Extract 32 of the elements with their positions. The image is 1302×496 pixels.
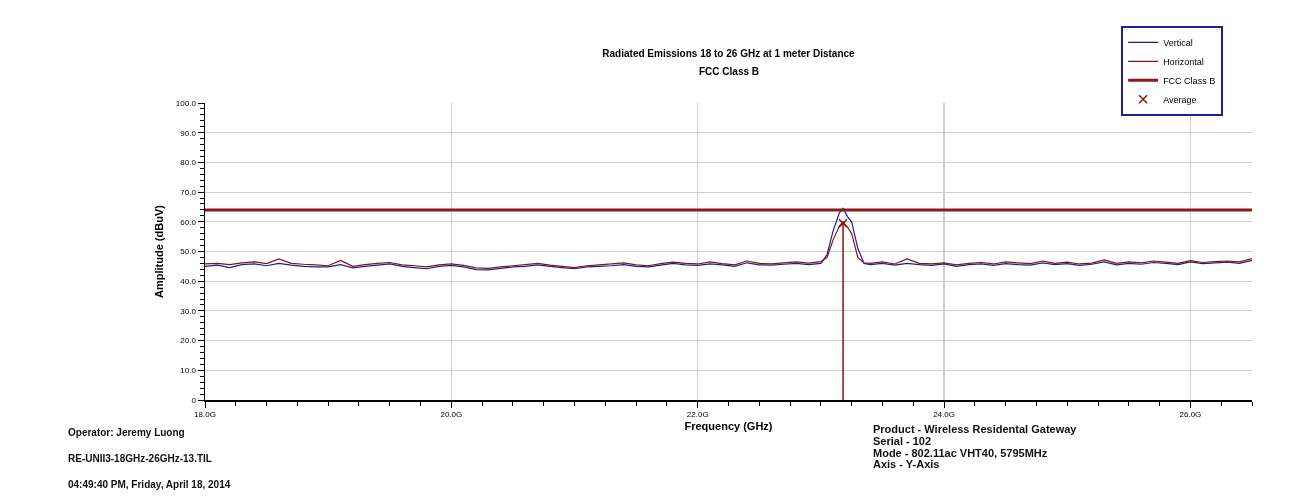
y-tick-label: 70.0 (180, 187, 197, 197)
text: Mode - 802.11ac VHT40, 5795MHz (873, 447, 1048, 459)
y-tick-label: 100.0 (175, 98, 197, 108)
line-series (205, 221, 1252, 270)
text: RE-UNII3-18GHz-26GHz-13.TIL (68, 453, 212, 464)
y-tick-label: 30.0 (180, 306, 197, 316)
chart-subtitle: FCC Class B (699, 66, 760, 77)
legend-label: FCC Class B (1163, 75, 1216, 86)
legend-label: Vertical (1163, 37, 1193, 48)
legend-label: Horizontal (1163, 56, 1204, 67)
y-tick-label: 20.0 (180, 336, 197, 346)
y-tick-label: 60.0 (180, 217, 197, 227)
x-tick-label: 24.0G (933, 410, 955, 420)
text: 04:49:40 PM, Friday, April 18, 2014 (68, 479, 231, 490)
y-tick-label: 80.0 (180, 158, 197, 168)
text: Product - Wireless Residental Gateway (873, 423, 1078, 435)
x-tick-label: 20.0G (440, 410, 463, 420)
text: Operator: Jeremy Luong (68, 427, 185, 438)
legend-label: Average (1163, 94, 1197, 105)
x-tick-label: 18.0G (194, 410, 216, 420)
text: Axis - Y-Axis (873, 458, 940, 470)
y-tick-label: 0 (191, 395, 197, 405)
y-tick-label: 90.0 (180, 128, 197, 138)
text: Serial - 102 (873, 435, 932, 447)
y-tick-label: 50.0 (180, 247, 197, 257)
y-axis-title: Amplitude (dBuV) (152, 204, 165, 298)
y-tick-label: 10.0 (180, 366, 197, 376)
y-tick-label: 40.0 (180, 277, 197, 286)
x-tick-label: 26.0G (1179, 410, 1202, 420)
x-tick-label: 22.0G (686, 410, 709, 420)
x-axis-title: Frequency (GHz) (684, 420, 773, 433)
chart-title: Radiated Emissions 18 to 26 GHz at 1 meter Distance (602, 47, 856, 59)
